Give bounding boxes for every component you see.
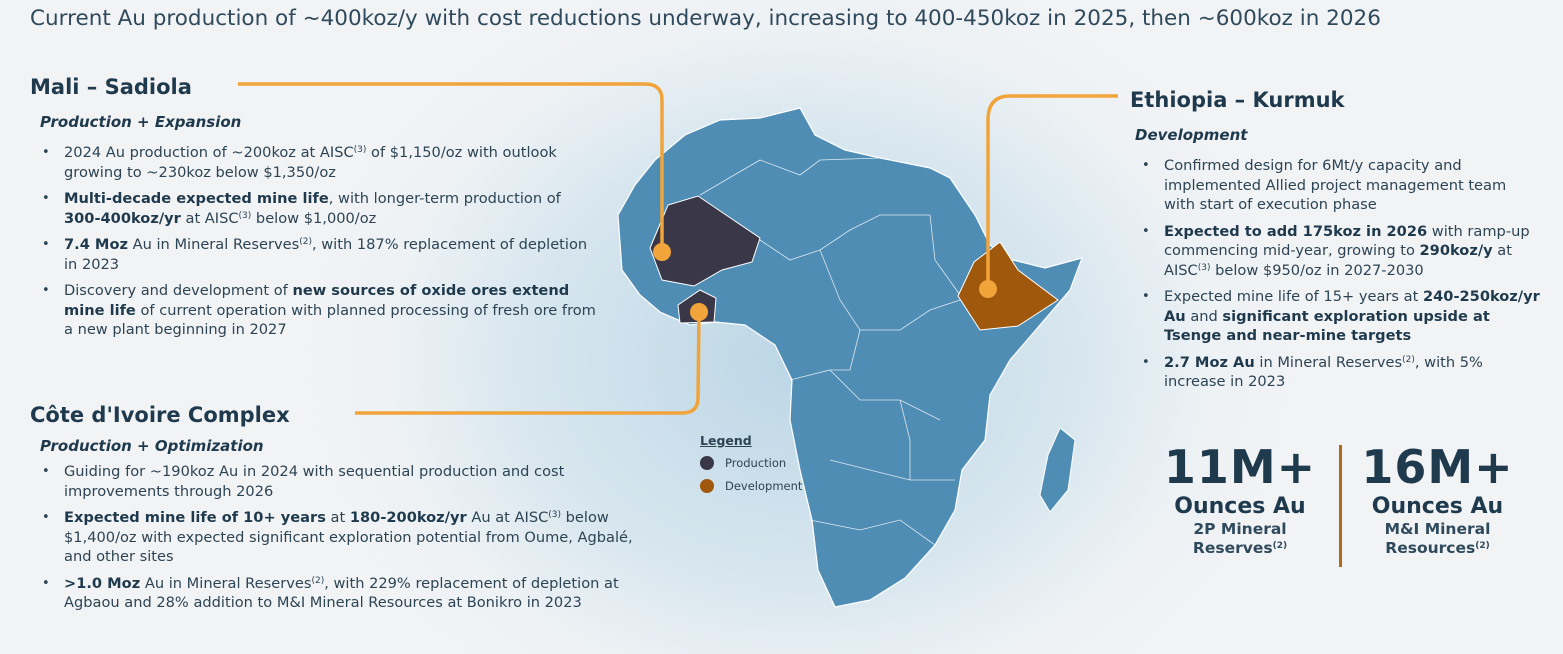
bullet-text: of current operation with planned proces… bbox=[64, 301, 596, 339]
bullet-text: new sources of oxide ores extend mine li… bbox=[64, 282, 570, 319]
bullet-item: 2024 Au production of ~200koz at AISC(3)… bbox=[40, 143, 600, 182]
production-swatch-icon bbox=[700, 456, 714, 470]
bullet-text: , with 5% increase in 2023 bbox=[1164, 353, 1483, 391]
footnote-ref: (3) bbox=[1197, 262, 1211, 273]
bullet-text: of $1,150/oz with outlook growing to ~23… bbox=[64, 144, 557, 181]
footnote-ref: (2) bbox=[1475, 541, 1490, 551]
bullet-text: 2.7 Moz Au bbox=[1164, 353, 1255, 371]
legend-item-development: Development bbox=[700, 479, 802, 493]
bullet-item: Expected mine life of 10+ years at 180-2… bbox=[40, 508, 640, 567]
bullet-item: 2.7 Moz Au in Mineral Reserves(2), with … bbox=[1140, 353, 1540, 392]
bullet-text: Expected to add 175koz in 2026 bbox=[1164, 222, 1428, 240]
bullet-text: at AISC bbox=[180, 209, 239, 227]
footnote-ref: (2) bbox=[1402, 354, 1415, 365]
bullet-text: Expected mine life of 15+ years at bbox=[1164, 288, 1423, 305]
stat-divider bbox=[1339, 445, 1342, 567]
bullet-item: Confirmed design for 6Mt/y capacity and … bbox=[1140, 156, 1540, 215]
bullet-text: Multi-decade expected mine life bbox=[64, 190, 329, 207]
stat-label: Ounces Au bbox=[1371, 494, 1504, 519]
bullet-text: in Mineral Reserves bbox=[1254, 353, 1403, 371]
africa-continent bbox=[617, 107, 1083, 608]
bullet-text: below $1,000/oz bbox=[251, 209, 377, 227]
bullet-item: Guiding for ~190koz Au in 2024 with sequ… bbox=[40, 462, 640, 501]
country-borders bbox=[699, 157, 961, 546]
mali-bullets: 2024 Au production of ~200koz at AISC(3)… bbox=[40, 143, 600, 347]
cote-bullets: Guiding for ~190koz Au in 2024 with sequ… bbox=[40, 462, 640, 620]
ethiopia-subheading: Development bbox=[1135, 126, 1248, 144]
bullet-text: at bbox=[325, 509, 350, 526]
bullet-text: Guiding for ~190koz Au in 2024 with sequ… bbox=[64, 463, 565, 500]
bullet-text: 7.4 Moz bbox=[64, 236, 128, 253]
cote-heading: Côte d'Ivoire Complex bbox=[30, 403, 290, 427]
legend-item-production: Production bbox=[700, 456, 802, 470]
bullet-text: with ramp-up commencing mid-year, growin… bbox=[1164, 222, 1530, 260]
bullet-text: Au in Mineral Reserves bbox=[140, 574, 312, 592]
stat-sublabel: Reserves bbox=[1192, 539, 1273, 557]
ethiopia-country bbox=[957, 241, 1059, 331]
mali-country bbox=[649, 195, 761, 287]
bullet-text: 240-250koz/yr Au bbox=[1164, 288, 1540, 325]
stat-resources: 16M+ Ounces Au M&I Mineral Resources(2) bbox=[1345, 440, 1530, 558]
footnote-ref: (3) bbox=[353, 145, 367, 155]
bullet-item: Discovery and development of new sources… bbox=[40, 281, 600, 340]
bullet-text: >1.0 Moz bbox=[64, 574, 141, 592]
bullet-text: significant exploration upside at Tsenge… bbox=[1164, 307, 1490, 345]
cote-marker bbox=[690, 303, 708, 321]
mali-heading: Mali – Sadiola bbox=[30, 75, 192, 99]
cote-connector bbox=[355, 311, 701, 415]
bullet-text: 2024 Au production of ~200koz at AISC bbox=[64, 144, 354, 161]
stat-value: 11M+ bbox=[1163, 440, 1317, 494]
bullet-item: Expected mine life of 15+ years at 240-2… bbox=[1140, 287, 1540, 346]
stat-sublabel: M&I Mineral bbox=[1384, 520, 1491, 538]
bullet-text: Au at AISC bbox=[466, 509, 549, 526]
bullet-text: below $950/oz in 2027-2030 bbox=[1210, 261, 1424, 279]
bullet-text: and bbox=[1185, 307, 1223, 325]
bullet-text: , with 229% replacement of depletion at … bbox=[64, 574, 619, 612]
slide-title: Current Au production of ~400koz/y with … bbox=[30, 6, 1381, 31]
bullet-item: Expected to add 175koz in 2026 with ramp… bbox=[1140, 222, 1540, 281]
cote-subheading: Production + Optimization bbox=[40, 437, 264, 455]
ethiopia-heading: Ethiopia – Kurmuk bbox=[1130, 88, 1345, 112]
footnote-ref: (3) bbox=[548, 510, 562, 520]
bullet-text: 290koz/y bbox=[1419, 242, 1493, 259]
mali-connector bbox=[238, 82, 664, 250]
bullet-item: Multi-decade expected mine life, with lo… bbox=[40, 189, 600, 228]
madagascar bbox=[1039, 427, 1076, 513]
bullet-text: at AISC bbox=[1164, 242, 1512, 279]
stat-reserves: 11M+ Ounces Au 2P Mineral Reserves(2) bbox=[1150, 440, 1330, 558]
footnote-ref: (2) bbox=[1272, 541, 1288, 551]
bullet-text: 300-400koz/yr bbox=[64, 209, 181, 227]
stat-value: 16M+ bbox=[1361, 440, 1514, 494]
legend-title: Legend bbox=[700, 433, 752, 448]
footnote-ref: (3) bbox=[238, 210, 252, 221]
bullet-text: below $1,400/oz with expected significan… bbox=[64, 509, 633, 565]
footnote-ref: (2) bbox=[299, 237, 312, 247]
ethiopia-bullets: Confirmed design for 6Mt/y capacity and … bbox=[1140, 156, 1540, 399]
bullet-text: 180-200koz/yr bbox=[349, 509, 467, 526]
ethiopia-connector bbox=[986, 94, 1118, 288]
mali-marker bbox=[653, 243, 671, 261]
bullet-text: Confirmed design for 6Mt/y capacity and … bbox=[1164, 157, 1507, 213]
bullet-text: , with 187% replacement of depletion in … bbox=[64, 236, 588, 273]
bullet-text: Expected mine life of 10+ years bbox=[64, 509, 326, 526]
mali-subheading: Production + Expansion bbox=[40, 113, 242, 131]
development-swatch-icon bbox=[700, 479, 714, 493]
map-legend: Legend Production Development bbox=[700, 433, 802, 502]
ethiopia-marker bbox=[979, 280, 997, 298]
bullet-item: 7.4 Moz Au in Mineral Reserves(2), with … bbox=[40, 235, 600, 274]
legend-label: Development bbox=[725, 479, 803, 493]
stat-sublabel: Resources bbox=[1385, 539, 1476, 557]
bullet-text: Au in Mineral Reserves bbox=[127, 236, 300, 253]
stat-label: Ounces Au bbox=[1174, 494, 1306, 519]
bullet-text: , with longer-term production of bbox=[328, 190, 561, 207]
footnote-ref: (2) bbox=[311, 575, 325, 586]
stat-sublabel: 2P Mineral bbox=[1193, 520, 1287, 538]
bullet-text: Discovery and development of bbox=[64, 282, 293, 299]
legend-label: Production bbox=[725, 456, 787, 470]
connector-lines bbox=[238, 82, 1118, 415]
bullet-item: >1.0 Moz Au in Mineral Reserves(2), with… bbox=[40, 574, 640, 613]
